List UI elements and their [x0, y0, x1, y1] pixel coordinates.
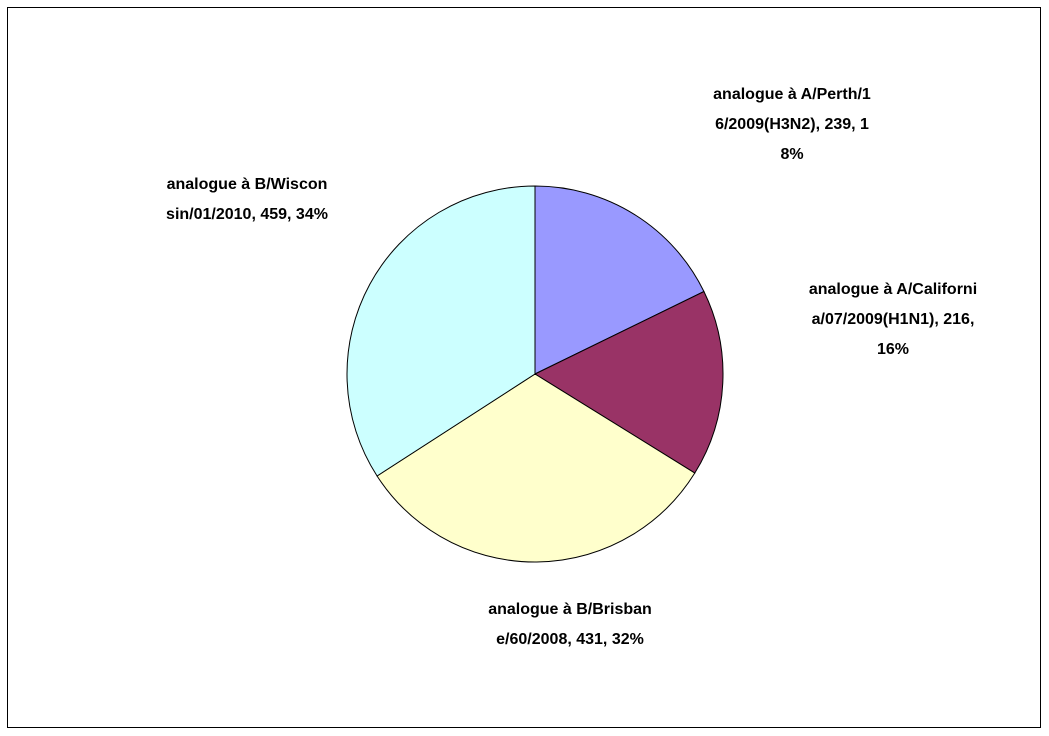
pie-slice	[346, 185, 536, 477]
pie-slice	[376, 373, 696, 563]
data-label: analogue à A/Perth/16/2009(H3N2), 239, 1…	[713, 86, 871, 163]
data-label: analogue à B/Wisconsin/01/2010, 459, 34%	[166, 176, 328, 223]
pie-slice	[533, 290, 724, 474]
data-label: analogue à A/California/07/2009(H1N1), 2…	[808, 281, 978, 358]
data-label: analogue à B/Brisbane/60/2008, 431, 32%	[488, 601, 652, 648]
pie-slice	[534, 185, 705, 375]
